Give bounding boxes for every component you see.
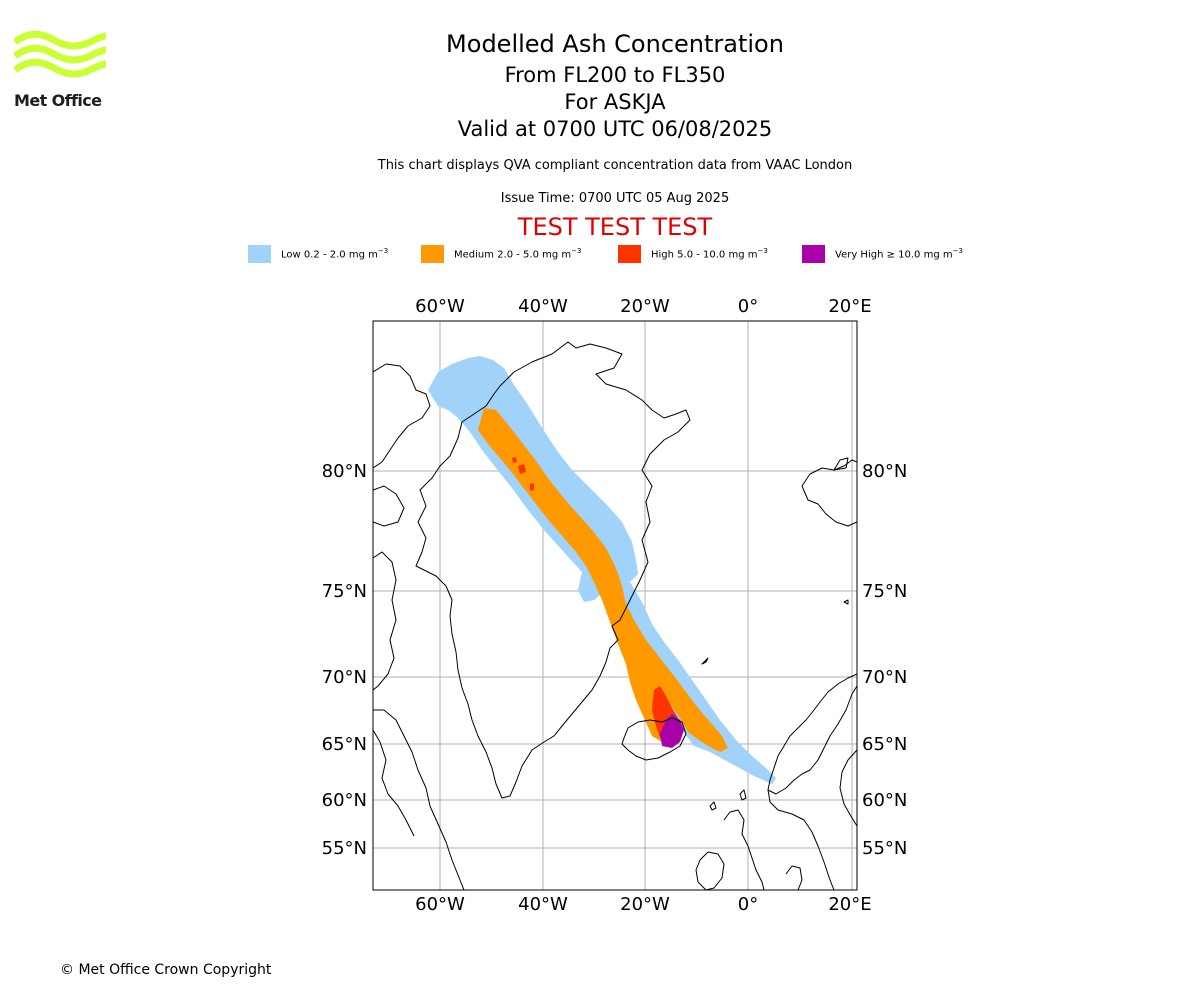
legend-label-high: High 5.0 - 10.0 mg m−3	[651, 247, 768, 261]
legend-item-low: Low 0.2 - 2.0 mg m−3	[248, 244, 388, 264]
lat-label-right-60n: 60°N	[862, 790, 907, 811]
coastline-devon	[373, 485, 405, 527]
met-office-wave-logo-icon	[12, 30, 107, 78]
coastline-denmark	[785, 865, 803, 890]
lat-label-right-55n: 55°N	[862, 838, 907, 859]
test-banner: TEST TEST TEST	[517, 213, 713, 241]
lat-label-right-75n: 75°N	[862, 581, 907, 602]
lat-label-left-80n: 80°N	[322, 461, 367, 482]
lon-label-top-20e: 20°E	[828, 296, 871, 317]
lon-label-top-20w: 20°W	[620, 296, 670, 317]
lat-label-right-65n: 65°N	[862, 734, 907, 755]
legend-item-high: High 5.0 - 10.0 mg m−3	[618, 244, 768, 264]
ash-medium-plume	[478, 408, 728, 752]
lat-label-left-60n: 60°N	[322, 790, 367, 811]
copyright-notice: © Met Office Crown Copyright	[60, 962, 272, 978]
lon-label-bottom-60w: 60°W	[415, 894, 465, 915]
coastline-nordaustlandet	[833, 457, 849, 471]
coastline-sweden	[767, 789, 835, 890]
lat-label-left-65n: 65°N	[322, 734, 367, 755]
met-office-logo: Met Office	[12, 30, 110, 112]
lon-label-bottom-20w: 20°W	[620, 894, 670, 915]
legend-swatch-low	[248, 245, 271, 263]
lat-label-left-55n: 55°N	[322, 838, 367, 859]
ash-high-speck-2	[512, 457, 517, 463]
valid-time: Valid at 0700 UTC 06/08/2025	[457, 117, 773, 141]
ash-high-speck-3	[530, 483, 534, 491]
lon-label-top-60w: 60°W	[415, 296, 465, 317]
coastline-iceland	[621, 717, 687, 761]
legend-swatch-very-high	[802, 245, 825, 263]
coastline-shetland	[739, 789, 747, 801]
legend-label-medium: Medium 2.0 - 5.0 mg m−3	[454, 247, 582, 261]
coastline-ireland	[695, 851, 725, 890]
coastline-labrador	[373, 709, 465, 890]
coastline-greenland	[415, 341, 691, 799]
coastline-bothnia	[839, 749, 857, 827]
legend-item-medium: Medium 2.0 - 5.0 mg m−3	[421, 244, 581, 264]
coastline-faroes	[709, 801, 717, 811]
chart-title: Modelled Ash Concentration	[446, 30, 784, 58]
lon-label-bottom-0: 0°	[738, 894, 758, 915]
flight-level-range: From FL200 to FL350	[504, 63, 726, 87]
coastline-svalbard	[801, 459, 857, 527]
coastline-baffin	[373, 551, 397, 691]
met-office-logo-text: Met Office	[14, 91, 102, 110]
map-gridlines	[373, 321, 857, 890]
ash-high-speck-1	[518, 464, 526, 474]
lon-label-top-40w: 40°W	[518, 296, 568, 317]
map-frame	[372, 320, 858, 891]
legend-swatch-high	[618, 245, 641, 263]
lon-label-bottom-40w: 40°W	[518, 894, 568, 915]
legend-item-very-high: Very High ≥ 10.0 mg m−3	[802, 244, 963, 264]
legend-label-low: Low 0.2 - 2.0 mg m−3	[281, 247, 389, 261]
lat-label-right-80n: 80°N	[862, 461, 907, 482]
volcano-name: For ASKJA	[564, 90, 666, 114]
coastline-jan-mayen	[701, 657, 709, 665]
coastline-bjornoya	[843, 599, 849, 605]
map-coastlines	[373, 341, 857, 890]
issue-time: Issue Time: 0700 UTC 05 Aug 2025	[500, 191, 730, 206]
ash-map: 60°W 40°W 20°W 0° 20°E 60°W 40°W 20°W 0°…	[322, 296, 908, 915]
legend-label-very-high: Very High ≥ 10.0 mg m−3	[835, 247, 963, 261]
coastline-ungava	[373, 729, 415, 837]
coastline-scotland	[723, 809, 765, 890]
lat-label-right-70n: 70°N	[862, 667, 907, 688]
coastline-ellesmere	[373, 363, 431, 469]
lon-label-top-0: 0°	[738, 296, 758, 317]
coastline-norway	[767, 673, 857, 795]
ash-very-high-plume	[660, 714, 684, 748]
lon-label-bottom-20e: 20°E	[828, 894, 871, 915]
lat-label-left-75n: 75°N	[322, 581, 367, 602]
lat-label-left-70n: 70°N	[322, 667, 367, 688]
chart-description: This chart displays QVA compliant concen…	[377, 158, 853, 173]
legend-swatch-medium	[421, 245, 444, 263]
